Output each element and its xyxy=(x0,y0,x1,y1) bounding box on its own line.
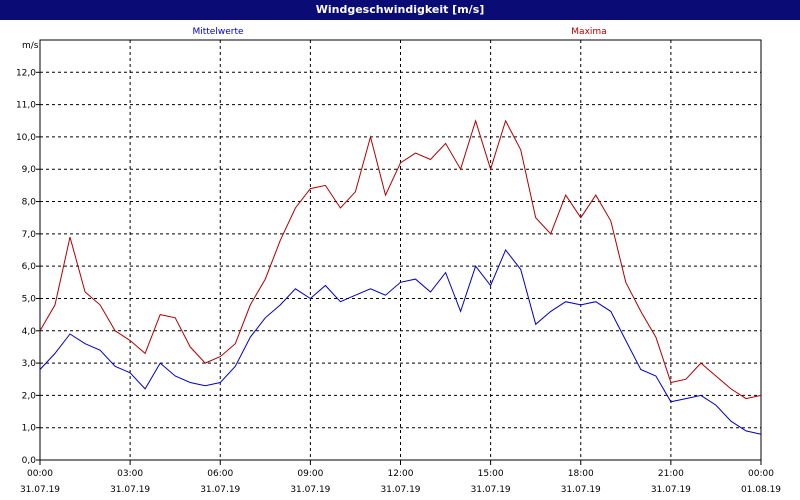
x-tick-time-label: 15:00 xyxy=(478,469,504,479)
y-axis-label: m/s xyxy=(22,41,39,51)
y-tick-label: 9,0 xyxy=(22,165,37,175)
grid xyxy=(40,40,761,460)
x-tick-date-label: 31.07.19 xyxy=(20,485,60,495)
y-tick-label: 5,0 xyxy=(22,294,37,304)
x-tick-time-label: 03:00 xyxy=(117,469,143,479)
window-title: Windgeschwindigkeit [m/s] xyxy=(0,0,800,20)
series-line-mittelwerte xyxy=(39,249,762,435)
x-tick-date-label: 31.07.19 xyxy=(110,485,150,495)
line-chart: m/s Mittelwerte Maxima 0,0 1,0 2,0 3,0 4,0 5,… xyxy=(16,27,781,495)
x-tick-date-label: 31.07.19 xyxy=(290,485,330,495)
x-tick-time-label: 00:00 xyxy=(27,469,53,479)
x-tick-time-label: 12:00 xyxy=(388,469,414,479)
x-tick-time-label: 06:00 xyxy=(207,469,233,479)
series xyxy=(39,119,762,435)
y-tick-label: 7,0 xyxy=(22,230,37,240)
x-tick-time-label: 00:00 xyxy=(748,469,774,479)
x-tick-date-label: 01.08.19 xyxy=(741,485,781,495)
y-tick-label: 3,0 xyxy=(22,359,37,369)
y-tick-label: 12,0 xyxy=(16,68,36,78)
x-tick-time-label: 21:00 xyxy=(658,469,684,479)
y-tick-label: 4,0 xyxy=(22,327,37,337)
series-line-maxima xyxy=(39,119,762,400)
y-tick-label: 11,0 xyxy=(16,101,36,111)
y-tick-label: 0,0 xyxy=(22,456,37,466)
x-tick-date-label: 31.07.19 xyxy=(561,485,601,495)
y-tick-label: 6,0 xyxy=(22,262,37,272)
legend-maxima: Maxima xyxy=(571,27,606,37)
y-tick-label: 8,0 xyxy=(22,198,37,208)
legend-mittelwerte: Mittelwerte xyxy=(192,27,243,37)
x-tick-date-label: 31.07.19 xyxy=(200,485,240,495)
x-tick-time-label: 18:00 xyxy=(568,469,594,479)
axes: 0,0 1,0 2,0 3,0 4,0 5,0 6,0 7,0 8,0 9,0 10,0 11,0 12… xyxy=(16,39,781,495)
y-tick-label: 1,0 xyxy=(22,424,37,434)
x-tick-date-label: 31.07.19 xyxy=(380,485,420,495)
x-tick-date-label: 31.07.19 xyxy=(471,485,511,495)
x-tick-date-label: 31.07.19 xyxy=(651,485,691,495)
y-tick-label: 2,0 xyxy=(22,391,37,401)
x-tick-time-label: 09:00 xyxy=(297,469,323,479)
y-tick-label: 10,0 xyxy=(16,133,36,143)
